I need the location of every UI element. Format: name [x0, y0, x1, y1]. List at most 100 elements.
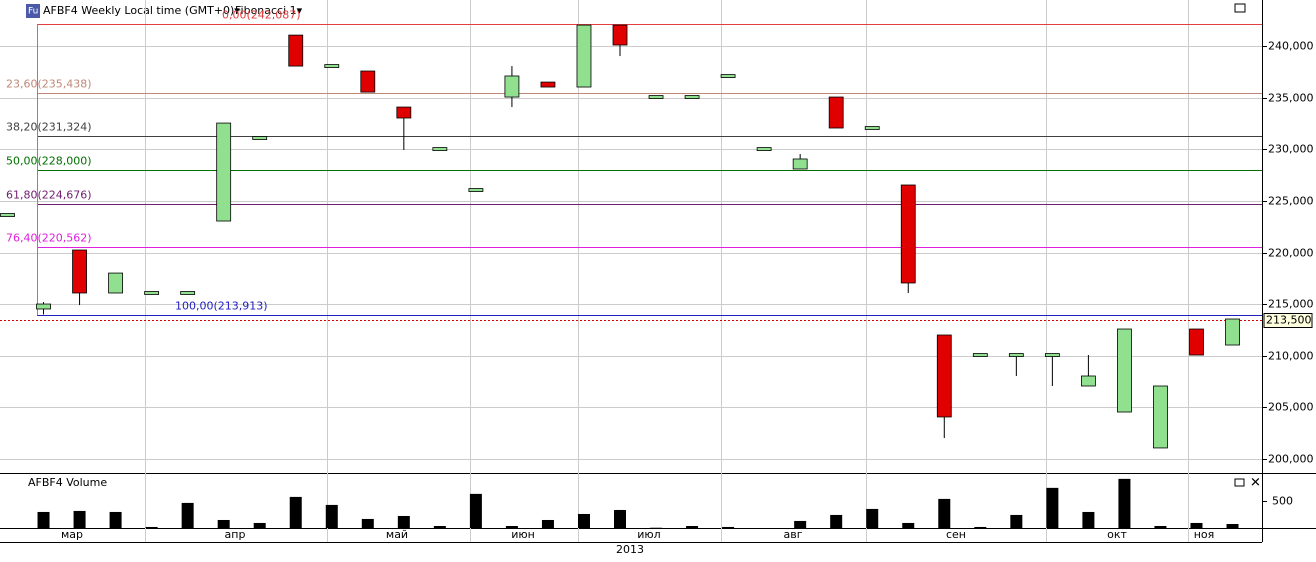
volume-bar [794, 521, 806, 528]
candle-body [469, 189, 483, 192]
candle-body [937, 335, 951, 417]
candle-body [1153, 386, 1167, 448]
month-label: мар [61, 528, 83, 541]
candle-body [1117, 329, 1131, 412]
candle-body [253, 137, 267, 140]
month-label: ноя [1194, 528, 1215, 541]
volume-bar [74, 511, 86, 528]
month-label: июл [637, 528, 660, 541]
volume-title: AFBF4 Volume [28, 476, 107, 489]
volume-bar [182, 503, 194, 528]
y-tick-label: 240,000 [1268, 40, 1314, 53]
candle-body [37, 304, 51, 309]
candle-body [109, 273, 123, 293]
candle-body [289, 35, 303, 66]
month-label: июн [511, 528, 535, 541]
candle-body [145, 291, 159, 294]
candle-body [73, 250, 87, 293]
y-tick-label: 215,000 [1268, 298, 1314, 311]
volume-bar [830, 515, 842, 528]
volume-bar [1190, 523, 1202, 528]
volume-bar [866, 509, 878, 528]
y-tick-label: 205,000 [1268, 401, 1314, 414]
volume-bar [686, 526, 698, 528]
y-tick-label: 210,000 [1268, 350, 1314, 363]
y-tick-label: 230,000 [1268, 143, 1314, 156]
candle-body [757, 148, 771, 151]
last-price-label: 213,500 [1266, 314, 1312, 327]
candle-body [1, 214, 15, 217]
candle-body [793, 159, 807, 169]
candle-body [541, 82, 555, 87]
candle-body [361, 71, 375, 92]
volume-bar [1010, 515, 1022, 528]
volume-bar [290, 497, 302, 528]
candle-body [1009, 354, 1023, 357]
volume-bar [578, 514, 590, 528]
volume-bar [434, 526, 446, 528]
month-label: окт [1107, 528, 1127, 541]
month-label: авг [783, 528, 802, 541]
month-label: май [386, 528, 408, 541]
volume-bar [362, 519, 374, 528]
fibonacci-label: 100,00(213,913) [175, 300, 268, 313]
chart-title[interactable]: AFBF4 Weekly Local time (GMT+0)▾ [43, 4, 240, 17]
candle-body [829, 97, 843, 128]
volume-bar [1154, 526, 1166, 528]
y-tick-label: 200,000 [1268, 453, 1314, 466]
candle-body [1081, 376, 1095, 386]
candle-body [397, 107, 411, 118]
volume-bar [218, 520, 230, 528]
volume-bar [254, 523, 266, 528]
volume-bar [1227, 524, 1239, 528]
candle-body [649, 96, 663, 99]
volume-bar [398, 516, 410, 528]
volume-bar [1118, 479, 1130, 528]
y-tick-label: 225,000 [1268, 195, 1314, 208]
y-tick-label: 235,000 [1268, 92, 1314, 105]
candle-body [901, 185, 915, 283]
candle-body [1189, 329, 1203, 355]
volume-bar [38, 512, 50, 528]
fibonacci-label: 61,80(224,676) [6, 189, 92, 202]
candle-body [433, 148, 447, 151]
month-label: апр [225, 528, 246, 541]
candle-body [217, 123, 231, 221]
volume-bar [326, 505, 338, 528]
volume-bar [1082, 512, 1094, 528]
volume-bar [974, 527, 986, 528]
fibonacci-label: 76,40(220,562) [6, 232, 92, 245]
close-button[interactable]: ✕ [1250, 476, 1261, 491]
candle-body [721, 75, 735, 78]
volume-bar [722, 527, 734, 528]
candle-body [181, 291, 195, 294]
volume-bar [470, 494, 482, 528]
volume-bar [1046, 488, 1058, 528]
y-tick-label: 220,000 [1268, 247, 1314, 260]
volume-bar [110, 512, 122, 528]
volume-bar [614, 510, 626, 528]
volume-bar [506, 526, 518, 528]
y-tick-label: 500 [1272, 495, 1293, 508]
candle-body [505, 76, 519, 97]
candle-body [1045, 354, 1059, 357]
fibonacci-label: 0,00(242,087) [222, 9, 301, 22]
candle-body [325, 65, 339, 68]
volume-bar [938, 499, 950, 528]
month-label: сен [946, 528, 966, 541]
fibonacci-label: 50,00(228,000) [6, 155, 92, 168]
volume-bar [542, 520, 554, 528]
candle-body [1226, 319, 1240, 345]
fibonacci-label: 23,60(235,438) [6, 78, 92, 91]
candle-body [973, 354, 987, 357]
icon-label: Fu [28, 7, 38, 17]
year-label: 2013 [616, 543, 644, 556]
candle-body [577, 25, 591, 87]
volume-bar [146, 527, 158, 528]
candle-body [685, 96, 699, 99]
candle-body [613, 25, 627, 45]
volume-bar [902, 523, 914, 528]
fibonacci-label: 38,20(231,324) [6, 121, 92, 134]
